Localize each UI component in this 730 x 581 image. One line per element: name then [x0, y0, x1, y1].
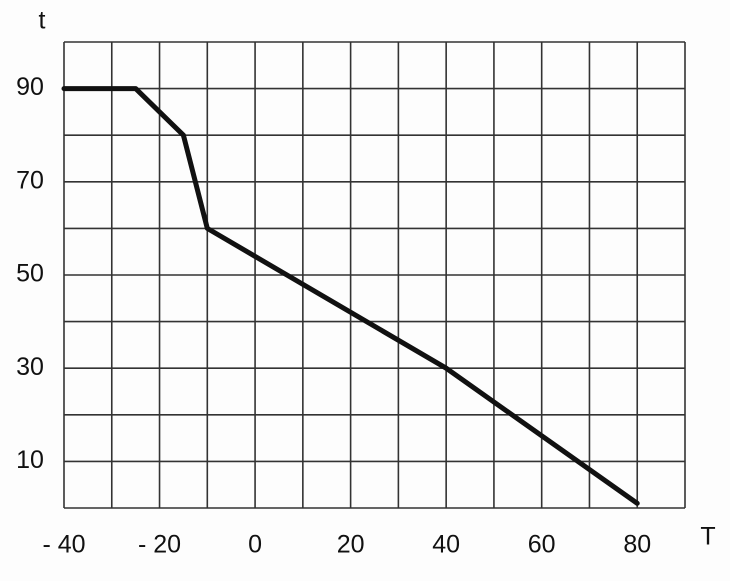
y-tick-label: 50: [16, 260, 44, 288]
x-tick-label: 20: [337, 531, 365, 559]
data-line: [61, 86, 640, 506]
x-axis-label: T: [700, 523, 715, 551]
x-tick-label: 40: [432, 531, 460, 559]
x-tick-label: - 40: [42, 531, 85, 559]
y-tick-label: 90: [16, 73, 44, 101]
y-tick-label: 10: [16, 446, 44, 474]
x-tick-label: 60: [528, 531, 556, 559]
x-tick-label: 0: [248, 531, 262, 559]
x-tick-label: 80: [623, 531, 651, 559]
y-tick-label: 30: [16, 353, 44, 381]
y-tick-label: 70: [16, 166, 44, 194]
y-axis-label: t: [39, 7, 46, 35]
x-tick-label: - 20: [138, 531, 181, 559]
